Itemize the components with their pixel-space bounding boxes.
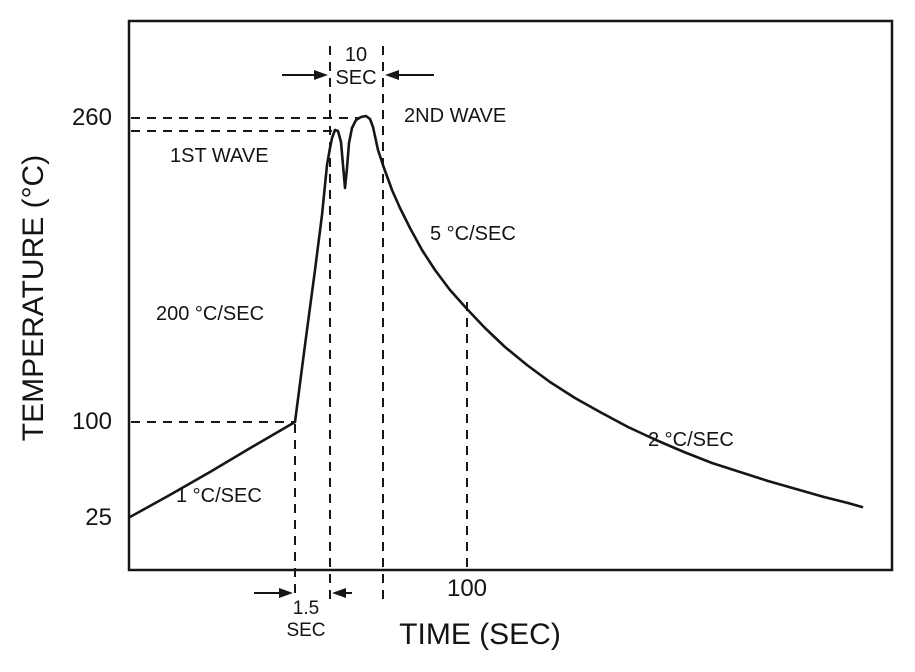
y-tick-260: 260 bbox=[71, 104, 112, 131]
temperature-curve bbox=[128, 114, 864, 519]
first-wave-label: 1ST WAVE bbox=[170, 145, 269, 167]
dimension-arrowhead bbox=[385, 70, 399, 80]
x-tick-100: 100 bbox=[446, 575, 488, 602]
x-axis-title: TIME (SEC) bbox=[399, 618, 561, 651]
y-axis-title: TEMPERATURE (°C) bbox=[17, 154, 50, 442]
rate-label-rapid-ramp: 200 °C/SEC bbox=[156, 303, 265, 325]
rate-label-cool-fast: 5 °C/SEC bbox=[430, 223, 516, 245]
rate-label-preheat: 1 °C/SEC bbox=[176, 485, 262, 507]
y-tick-100: 100 bbox=[71, 408, 112, 435]
dimension-arrowhead bbox=[314, 70, 328, 80]
dimension-arrowhead bbox=[332, 588, 346, 598]
y-tick-25: 25 bbox=[85, 504, 112, 531]
rate-label-cool-slow: 2 °C/SEC bbox=[648, 429, 734, 451]
dimension-arrowhead bbox=[279, 588, 293, 598]
wave-dwell-label: 10 SEC bbox=[335, 44, 377, 89]
plot-border bbox=[127, 19, 894, 572]
second-wave-label: 2ND WAVE bbox=[404, 105, 507, 127]
ramp-duration-label: 1.5 SEC bbox=[286, 598, 326, 641]
